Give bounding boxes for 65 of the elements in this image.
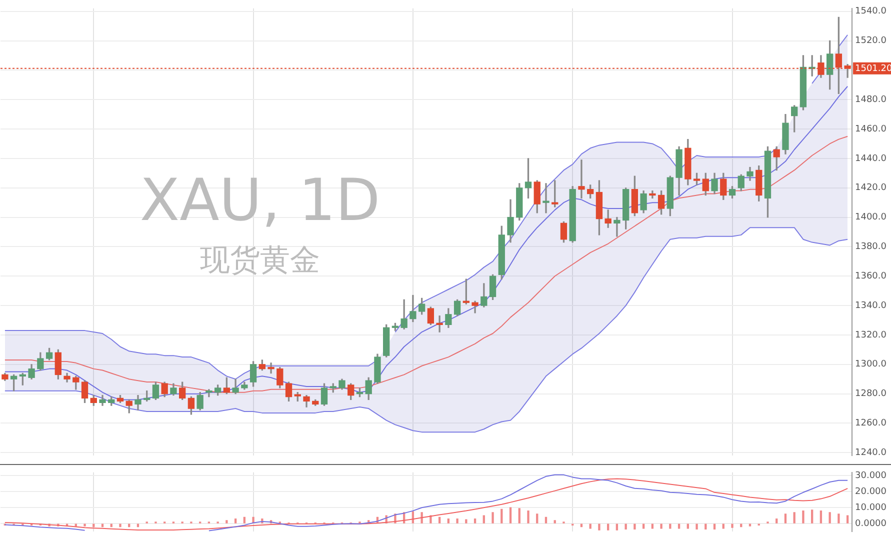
bar xyxy=(624,524,627,530)
y-tick-label: 30.000 xyxy=(855,470,887,481)
bar xyxy=(820,510,822,524)
bar xyxy=(776,518,778,524)
bar xyxy=(234,518,237,524)
bar xyxy=(598,524,600,530)
bar xyxy=(527,510,530,524)
candlestick xyxy=(578,160,585,198)
y-tick-label: 1400.0 xyxy=(855,212,887,223)
bar xyxy=(838,514,840,524)
y-tick-label: 10.000 xyxy=(855,502,887,513)
bar xyxy=(420,512,423,524)
y-tick-label: 1540.0 xyxy=(855,6,887,17)
bar xyxy=(84,524,86,526)
y-tick-label: 1320.0 xyxy=(855,330,887,340)
text: 现货黄金 xyxy=(200,242,320,278)
bar xyxy=(544,516,548,524)
bar xyxy=(811,510,814,524)
candlestick xyxy=(614,216,620,237)
y-tick-label: 1480.0 xyxy=(855,94,887,105)
candlestick xyxy=(649,190,656,198)
bar xyxy=(438,516,441,524)
bar xyxy=(616,524,618,530)
bar xyxy=(456,518,458,524)
bar xyxy=(784,514,787,524)
candlestick xyxy=(268,362,274,374)
bar xyxy=(447,518,450,524)
y-tick-label: 1300.0 xyxy=(855,360,887,370)
bar xyxy=(607,524,610,530)
bar xyxy=(536,514,538,524)
bar xyxy=(119,524,122,528)
bar xyxy=(828,512,831,524)
y-tick-label: 20.000 xyxy=(855,486,887,497)
bar xyxy=(226,520,228,524)
bar xyxy=(696,524,698,530)
bar xyxy=(243,516,246,524)
y-tick-label: 1520.0 xyxy=(855,36,887,46)
bar xyxy=(793,512,796,524)
y-tick-label: 1340.0 xyxy=(855,300,887,311)
text: XAU, 1D xyxy=(140,166,380,234)
candlestick xyxy=(542,183,550,214)
bar xyxy=(492,512,494,524)
bar xyxy=(500,508,503,524)
bar xyxy=(518,508,520,524)
bar xyxy=(846,515,849,524)
y-tick-label: 1380.0 xyxy=(855,242,887,252)
y-tick-label: 1440.0 xyxy=(855,154,887,164)
bar xyxy=(634,524,636,530)
y-tick-label: 1240.0 xyxy=(855,448,887,458)
y-tick-label: 1360.0 xyxy=(855,271,887,282)
bar xyxy=(748,524,752,526)
y-tick-label: 0.0000 xyxy=(855,518,887,529)
y-tick-label: 1420.0 xyxy=(855,183,887,194)
candlestick xyxy=(206,389,212,398)
bar xyxy=(660,524,662,529)
candlestick xyxy=(436,316,443,332)
bar xyxy=(482,515,485,524)
y-tick-label: 1280.0 xyxy=(855,389,887,400)
y-tick-label: 1460.0 xyxy=(855,124,887,134)
y-tick-label: 1260.0 xyxy=(855,418,887,429)
bar xyxy=(509,507,512,524)
bar xyxy=(802,510,804,524)
bar xyxy=(554,520,556,524)
bar xyxy=(474,518,476,524)
bar xyxy=(731,524,734,528)
